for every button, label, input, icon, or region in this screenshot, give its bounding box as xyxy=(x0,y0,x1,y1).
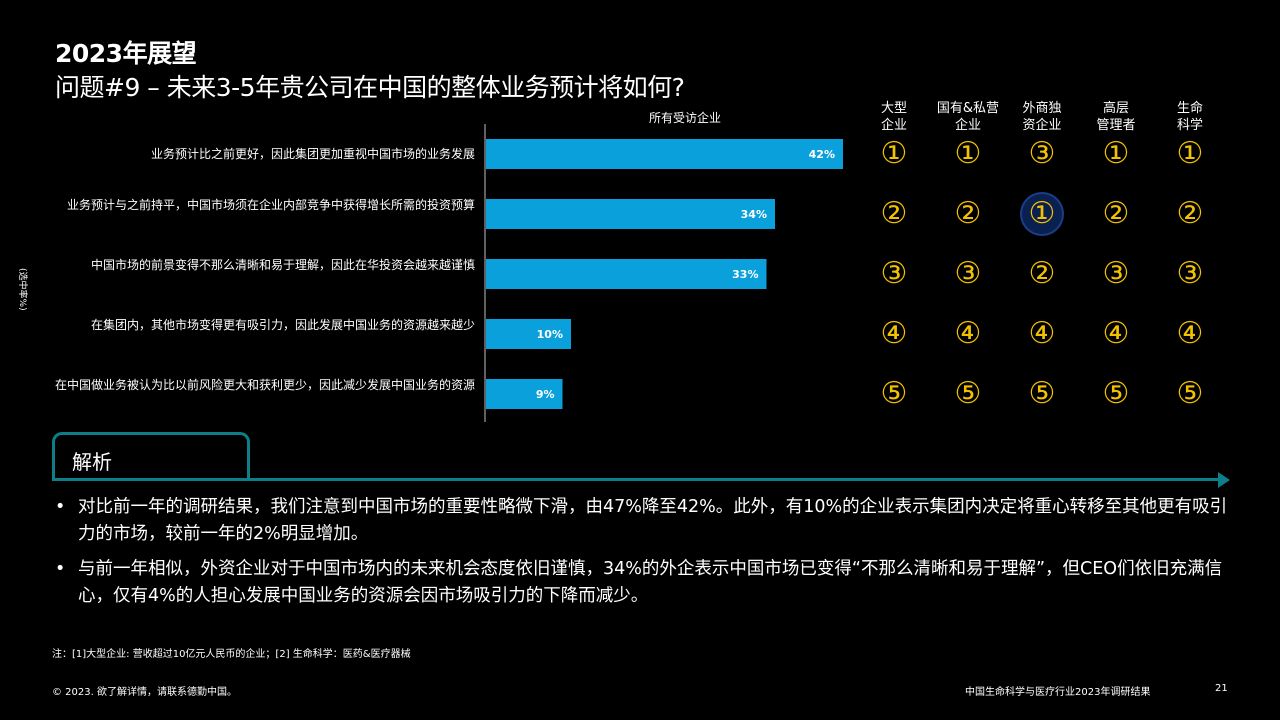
page-number: 21 xyxy=(1215,683,1228,694)
bullet-dot-icon: • xyxy=(55,497,66,517)
rank-column-header: 大型 企业 xyxy=(854,100,934,134)
rank-cell: ③ xyxy=(880,256,908,291)
rank-cell: ① xyxy=(954,136,982,171)
rank-cell: ① xyxy=(1176,136,1204,171)
rank-cell: ③ xyxy=(954,256,982,291)
rank-cell: ④ xyxy=(880,316,908,351)
rank-column-header-line: 企业 xyxy=(954,118,981,133)
rank-cell: ② xyxy=(1028,256,1056,291)
rank-cell: ⑤ xyxy=(1102,376,1130,411)
bullet-dot-icon: • xyxy=(55,559,66,579)
rank-column-header-line: 外商独 xyxy=(1022,101,1062,116)
rank-cell: ② xyxy=(1176,196,1204,231)
rank-column-header-line: 企业 xyxy=(880,118,907,133)
rank-cell: ② xyxy=(954,196,982,231)
chart-title: 所有受访企业 xyxy=(648,111,721,125)
bar xyxy=(486,199,775,229)
rank-cell: ② xyxy=(880,196,908,231)
rank-column-header: 外商独 资企业 xyxy=(1002,100,1082,134)
arrow-right-icon xyxy=(1218,472,1230,488)
rank-cell: ⑤ xyxy=(1176,376,1204,411)
bar-value-label: 42% xyxy=(809,148,835,161)
bar-value-label: 9% xyxy=(536,388,555,401)
footer-copyright: © 2023. 欲了解详情，请联系德勤中国。 xyxy=(52,687,237,698)
rank-cell: ② xyxy=(1102,196,1130,231)
rank-cell: ① xyxy=(1102,136,1130,171)
category-label: 中国市场的前景变得不那么清晰和易于理解，因此在华投资会越来越谨慎 xyxy=(90,258,475,272)
rank-cell: ⑤ xyxy=(1028,376,1056,411)
bar-value-label: 34% xyxy=(741,208,767,221)
bar xyxy=(486,319,571,349)
bar xyxy=(486,139,843,169)
footer-report-title: 中国生命科学与医疗行业2023年调研结果 xyxy=(965,687,1151,698)
rank-cell: ④ xyxy=(954,316,982,351)
rank-column-header-line: 生命 xyxy=(1176,101,1203,116)
rank-cell: ③ xyxy=(1176,256,1204,291)
rank-cell: ⑤ xyxy=(954,376,982,411)
bar xyxy=(486,379,563,409)
bullet-text: 与前一年相似，外资企业对于中国市场内的未来机会态度依旧谨慎，34%的外企表示中国… xyxy=(78,559,1223,606)
page-title: 2023年展望 xyxy=(55,39,197,68)
footnote: 注：[1]大型企业: 营收超过10亿元人民币的企业；[2] 生命科学：医药&医疗… xyxy=(52,649,411,660)
rank-cell: ④ xyxy=(1176,316,1204,351)
bar-value-label: 33% xyxy=(732,268,758,281)
rank-cell: ④ xyxy=(1102,316,1130,351)
rank-cell: ③ xyxy=(1102,256,1130,291)
rank-column-header-line: 资企业 xyxy=(1022,118,1062,133)
rank-column-header-line: 管理者 xyxy=(1096,118,1136,133)
bar-value-label: 10% xyxy=(537,328,563,341)
rank-cell: ④ xyxy=(1028,316,1056,351)
rank-column-header-line: 高层 xyxy=(1102,101,1129,116)
analysis-bullet: • 对比前一年的调研结果，我们注意到中国市场的重要性略微下滑，由47%降至42%… xyxy=(55,494,1240,548)
analysis-tab xyxy=(52,432,250,478)
rank-column-header-line: 科学 xyxy=(1176,118,1203,133)
rank-cell: ① xyxy=(880,136,908,171)
category-label: 业务预计与之前持平，中国市场须在企业内部竞争中获得增长所需的投资预算 xyxy=(66,198,475,212)
rank-column-header: 生命 科学 xyxy=(1150,100,1230,134)
category-label: 业务预计比之前更好，因此集团更加重视中国市场的业务发展 xyxy=(150,147,475,161)
analysis-bullet: • 与前一年相似，外资企业对于中国市场内的未来机会态度依旧谨慎，34%的外企表示… xyxy=(55,556,1240,610)
rank-column-header-line: 国有&私营 xyxy=(936,101,1000,116)
bullet-text: 对比前一年的调研结果，我们注意到中国市场的重要性略微下滑，由47%降至42%。此… xyxy=(78,497,1228,544)
category-label: 在中国做业务被认为比以前风险更大和获利更少，因此减少发展中国业务的资源 xyxy=(55,378,476,392)
rank-column-header-line: 大型 xyxy=(880,101,907,116)
question-subtitle: 问题#9 – 未来3-5年贵公司在中国的整体业务预计将如何? xyxy=(55,73,685,102)
rank-column-header: 高层 管理者 xyxy=(1076,100,1156,134)
rank-cell: ⑤ xyxy=(880,376,908,411)
analysis-tab-label: 解析 xyxy=(72,450,112,474)
category-label: 在集团内，其他市场变得更有吸引力，因此发展中国业务的资源越来越少 xyxy=(90,318,475,332)
bar xyxy=(486,259,767,289)
rank-column-header: 国有&私营企业 xyxy=(928,100,1008,134)
rank-cell: ① xyxy=(1022,194,1062,234)
rank-cell: ③ xyxy=(1028,136,1056,171)
divider-line xyxy=(52,478,1222,481)
